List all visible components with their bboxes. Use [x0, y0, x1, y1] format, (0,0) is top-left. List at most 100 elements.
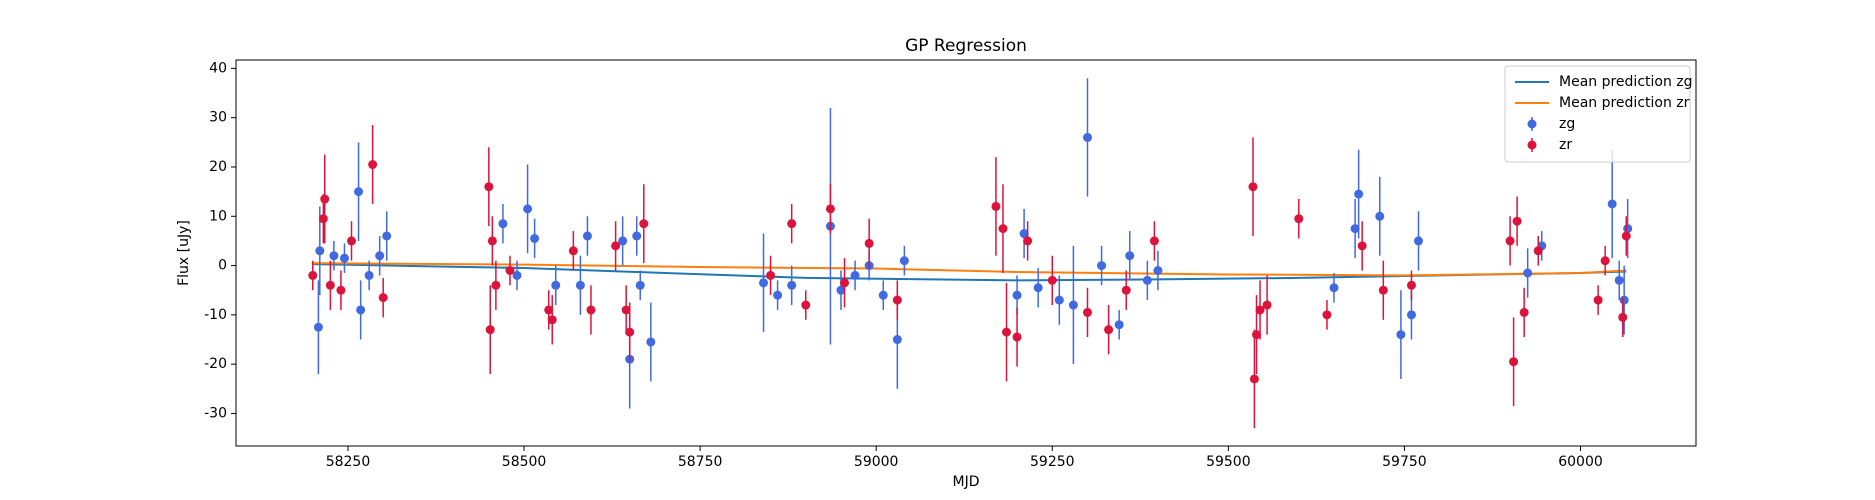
point — [1252, 330, 1262, 340]
point — [575, 280, 585, 290]
mean-line — [312, 262, 1627, 277]
point — [1505, 236, 1515, 246]
point — [1012, 332, 1022, 342]
point — [1414, 236, 1424, 246]
legend-label: Mean prediction zr — [1559, 95, 1690, 111]
point — [864, 238, 874, 248]
x-tick-label: 59750 — [1382, 454, 1427, 470]
point — [1509, 357, 1519, 367]
point — [356, 305, 366, 315]
point — [825, 204, 835, 214]
point — [1523, 268, 1533, 278]
legend-label: zg — [1559, 116, 1575, 132]
point — [582, 231, 592, 241]
point — [892, 295, 902, 305]
point — [1068, 300, 1078, 310]
point — [339, 253, 349, 263]
legend-label: Mean prediction zg — [1559, 74, 1693, 90]
x-tick-label: 59000 — [854, 454, 899, 470]
point — [382, 231, 392, 241]
legend-box — [1504, 65, 1691, 163]
plot-frame — [235, 59, 1697, 447]
point — [639, 219, 649, 229]
point — [329, 251, 339, 261]
point — [1406, 310, 1416, 320]
point — [1618, 312, 1628, 322]
point — [1619, 295, 1629, 305]
x-tick-label: 58500 — [502, 454, 547, 470]
point — [485, 325, 495, 335]
point — [625, 327, 635, 337]
point — [1054, 295, 1064, 305]
point — [1121, 285, 1131, 295]
point — [1322, 310, 1332, 320]
point — [547, 315, 557, 325]
point — [364, 270, 374, 280]
point — [1533, 246, 1543, 256]
point — [1378, 285, 1388, 295]
x-tick-label: 60000 — [1558, 454, 1603, 470]
point — [1354, 189, 1364, 199]
point — [491, 280, 501, 290]
point — [1082, 132, 1092, 142]
point — [621, 305, 631, 315]
point — [1097, 261, 1107, 271]
point — [1255, 305, 1265, 315]
point — [1104, 325, 1114, 335]
point — [378, 293, 388, 303]
x-axis-label: MJD — [953, 474, 980, 490]
point — [1249, 374, 1259, 384]
legend-key — [1527, 140, 1537, 150]
point — [498, 219, 508, 229]
point — [487, 236, 497, 246]
x-tick-label: 59250 — [1030, 454, 1075, 470]
point — [991, 201, 1001, 211]
point — [1262, 300, 1272, 310]
y-tick-label: 40 — [209, 60, 227, 76]
point — [1357, 241, 1367, 251]
point — [998, 224, 1008, 234]
point — [512, 270, 522, 280]
point — [318, 214, 328, 224]
point — [632, 231, 642, 241]
point — [1623, 224, 1633, 234]
point — [1033, 283, 1043, 293]
point — [787, 219, 797, 229]
point — [892, 335, 902, 345]
point — [878, 290, 888, 300]
point — [1406, 280, 1416, 290]
point — [1023, 236, 1033, 246]
point — [1593, 295, 1603, 305]
point — [320, 194, 330, 204]
point — [1019, 229, 1029, 239]
point — [1607, 199, 1617, 209]
x-tick-label: 59500 — [1206, 454, 1251, 470]
y-tick-label: 10 — [209, 208, 227, 224]
point — [773, 290, 783, 300]
point — [1047, 275, 1057, 285]
point — [766, 270, 776, 280]
point — [1294, 214, 1304, 224]
point — [1396, 330, 1406, 340]
point — [544, 305, 554, 315]
point — [1012, 290, 1022, 300]
point — [530, 233, 540, 243]
point — [313, 322, 323, 332]
point — [646, 337, 656, 347]
point — [325, 280, 335, 290]
point — [1082, 307, 1092, 317]
point — [1329, 283, 1339, 293]
point — [836, 285, 846, 295]
point — [1125, 251, 1135, 261]
point — [368, 160, 378, 170]
point — [1001, 327, 1011, 337]
point — [308, 270, 318, 280]
y-tick-label: -10 — [204, 307, 227, 323]
point — [1153, 266, 1163, 276]
point — [315, 246, 325, 256]
y-tick-label: 0 — [218, 258, 227, 274]
x-tick-label: 58250 — [326, 454, 371, 470]
point — [1375, 211, 1385, 221]
point — [1248, 182, 1258, 192]
